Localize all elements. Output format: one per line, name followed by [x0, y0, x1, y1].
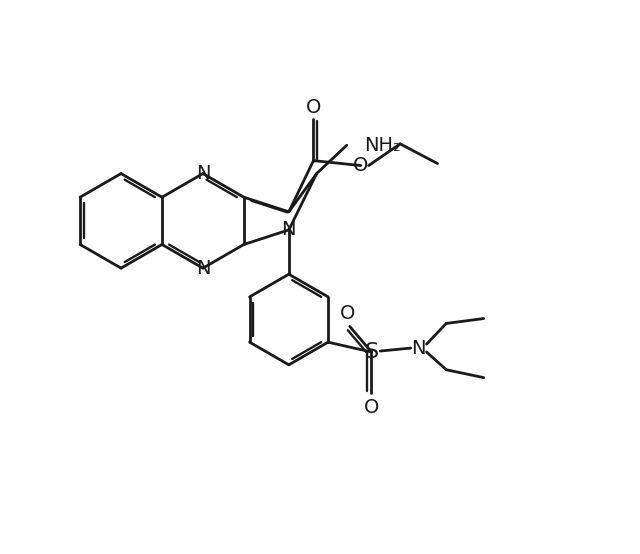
Text: N: N	[196, 259, 210, 278]
Text: N: N	[196, 164, 210, 183]
Text: N: N	[282, 220, 296, 239]
Text: O: O	[340, 304, 355, 323]
Text: S: S	[364, 342, 378, 362]
Text: O: O	[364, 398, 379, 417]
Text: O: O	[306, 98, 321, 117]
Text: NH₂: NH₂	[365, 136, 401, 155]
Text: O: O	[353, 156, 369, 175]
Text: N: N	[412, 338, 426, 357]
